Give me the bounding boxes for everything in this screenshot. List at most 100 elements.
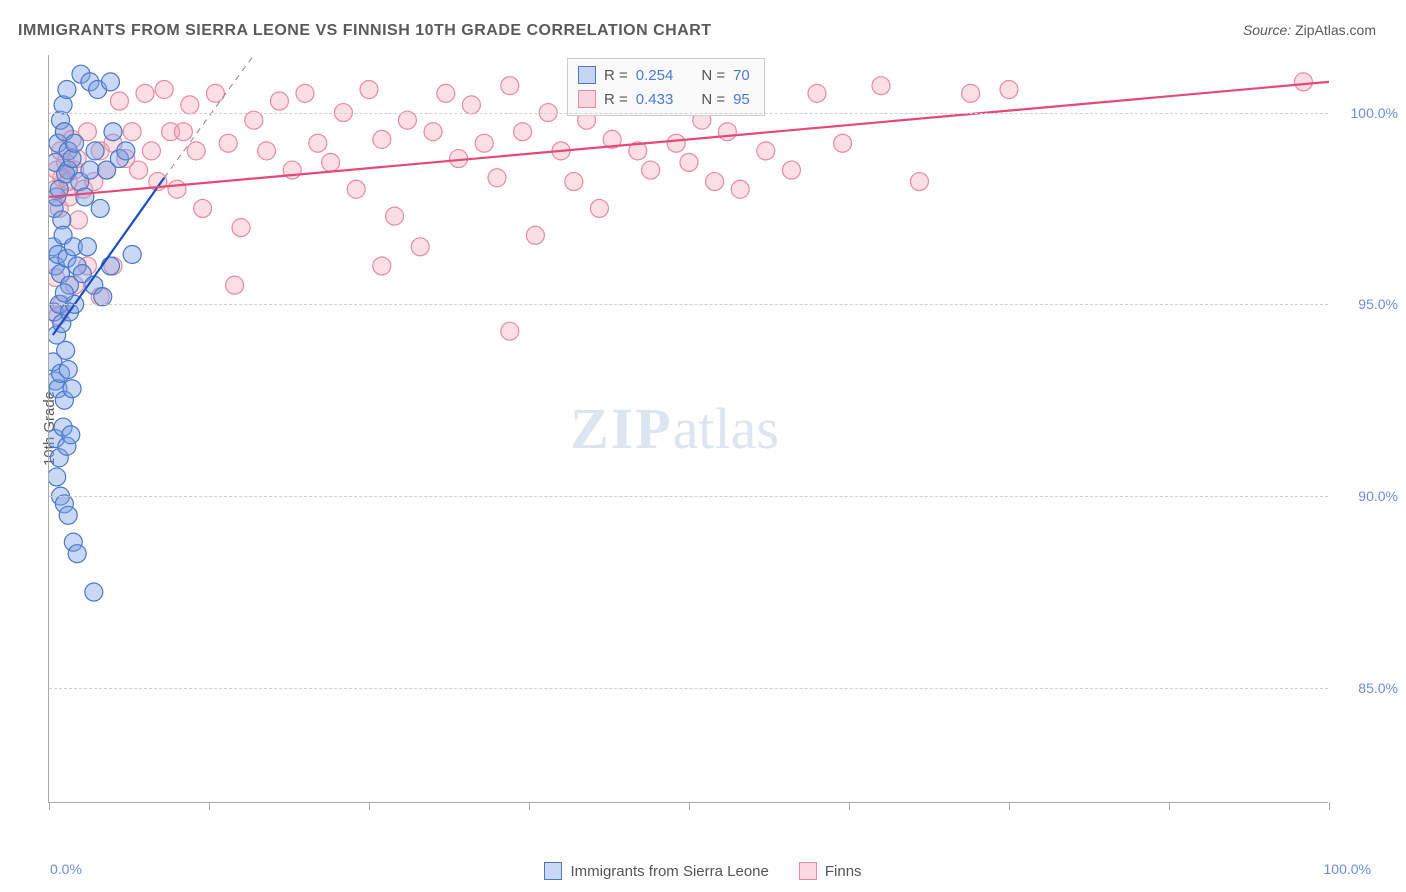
data-point — [1000, 81, 1018, 99]
data-point — [360, 81, 378, 99]
x-tick — [1329, 802, 1330, 810]
data-point — [85, 583, 103, 601]
data-point — [226, 276, 244, 294]
data-point — [49, 468, 66, 486]
data-point — [757, 142, 775, 160]
data-point — [136, 84, 154, 102]
legend-item: Immigrants from Sierra Leone — [544, 862, 768, 880]
data-point — [718, 123, 736, 141]
data-point — [834, 134, 852, 152]
data-point — [181, 96, 199, 114]
data-point — [62, 426, 80, 444]
data-point — [386, 207, 404, 225]
x-tick — [849, 802, 850, 810]
data-point — [174, 123, 192, 141]
data-point — [194, 199, 212, 217]
data-point — [63, 380, 81, 398]
data-point — [104, 123, 122, 141]
data-point — [59, 506, 77, 524]
data-point — [59, 361, 77, 379]
data-point — [680, 153, 698, 171]
y-tick-label: 90.0% — [1358, 488, 1398, 504]
data-point — [437, 84, 455, 102]
data-point — [731, 180, 749, 198]
legend-item: Finns — [799, 862, 862, 880]
gridline — [49, 304, 1328, 305]
data-point — [514, 123, 532, 141]
data-point — [398, 111, 416, 129]
legend-swatch — [578, 90, 596, 108]
legend-label: Immigrants from Sierra Leone — [570, 863, 768, 880]
data-point — [123, 245, 141, 263]
data-point — [501, 77, 519, 95]
gridline — [49, 688, 1328, 689]
data-point — [270, 92, 288, 110]
source-label: Source: — [1243, 22, 1291, 38]
plot-area: R =0.254N =70R =0.433N =95 100.0%95.0%90… — [48, 55, 1328, 803]
y-tick-label: 85.0% — [1358, 680, 1398, 696]
data-point — [130, 161, 148, 179]
data-point — [123, 123, 141, 141]
gridline — [49, 113, 1328, 114]
data-point — [110, 92, 128, 110]
stats-row: R =0.254N =70 — [578, 63, 750, 87]
data-point — [69, 211, 87, 229]
x-tick — [369, 802, 370, 810]
data-point — [808, 84, 826, 102]
data-point — [245, 111, 263, 129]
data-point — [526, 226, 544, 244]
data-point — [424, 123, 442, 141]
x-tick — [689, 802, 690, 810]
x-tick — [1009, 802, 1010, 810]
data-point — [347, 180, 365, 198]
r-label: R = — [604, 91, 628, 108]
data-point — [78, 238, 96, 256]
gridline — [49, 496, 1328, 497]
data-point — [590, 199, 608, 217]
n-value: 70 — [733, 67, 750, 84]
data-point — [1294, 73, 1312, 91]
x-tick — [529, 802, 530, 810]
data-point — [219, 134, 237, 152]
data-point — [373, 130, 391, 148]
data-point — [501, 322, 519, 340]
data-point — [81, 161, 99, 179]
stats-row: R =0.433N =95 — [578, 87, 750, 111]
data-point — [962, 84, 980, 102]
data-point — [117, 142, 135, 160]
data-point — [322, 153, 340, 171]
chart-svg — [49, 55, 1329, 803]
source-attribution: Source: ZipAtlas.com — [1243, 22, 1376, 38]
data-point — [55, 284, 73, 302]
data-point — [565, 173, 583, 191]
data-point — [462, 96, 480, 114]
data-point — [206, 84, 224, 102]
legend-swatch — [544, 862, 562, 880]
x-tick — [209, 802, 210, 810]
data-point — [642, 161, 660, 179]
data-point — [309, 134, 327, 152]
data-point — [488, 169, 506, 187]
data-point — [296, 84, 314, 102]
data-point — [232, 219, 250, 237]
y-tick-label: 100.0% — [1351, 105, 1398, 121]
r-label: R = — [604, 67, 628, 84]
legend-label: Finns — [825, 863, 862, 880]
data-point — [76, 188, 94, 206]
n-label: N = — [701, 67, 725, 84]
x-tick — [1169, 802, 1170, 810]
y-tick-label: 95.0% — [1358, 296, 1398, 312]
data-point — [58, 81, 76, 99]
data-point — [168, 180, 186, 198]
n-value: 95 — [733, 91, 750, 108]
data-point — [910, 173, 928, 191]
data-point — [155, 81, 173, 99]
data-point — [258, 142, 276, 160]
data-point — [872, 77, 890, 95]
data-point — [86, 142, 104, 160]
data-point — [782, 161, 800, 179]
data-point — [68, 545, 86, 563]
data-point — [187, 142, 205, 160]
data-point — [475, 134, 493, 152]
stats-legend: R =0.254N =70R =0.433N =95 — [567, 58, 765, 116]
